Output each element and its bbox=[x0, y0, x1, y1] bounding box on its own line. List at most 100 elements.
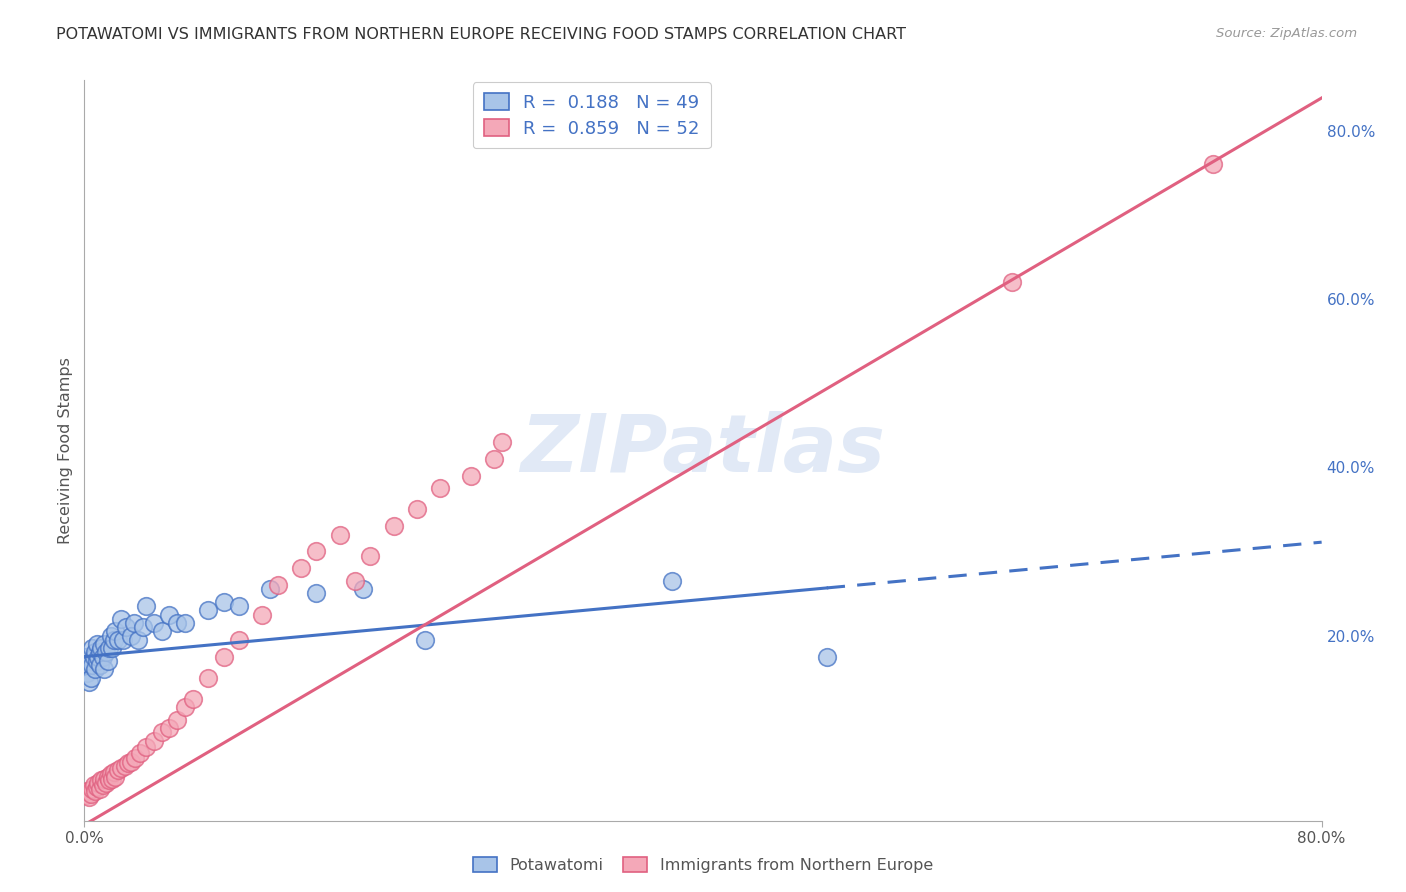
Point bbox=[122, 615, 145, 630]
Point bbox=[343, 574, 366, 588]
Point bbox=[98, 773, 121, 788]
Point bbox=[75, 789, 97, 803]
Point bbox=[104, 624, 127, 639]
Point bbox=[86, 780, 108, 794]
Point bbox=[115, 620, 138, 634]
Point bbox=[98, 641, 121, 656]
Point bbox=[112, 632, 135, 647]
Point bbox=[129, 747, 152, 761]
Point bbox=[76, 784, 98, 798]
Point bbox=[290, 561, 312, 575]
Point bbox=[101, 772, 124, 786]
Point bbox=[360, 549, 382, 563]
Point bbox=[96, 654, 118, 668]
Point bbox=[174, 615, 197, 630]
Point bbox=[1001, 275, 1024, 289]
Point bbox=[86, 654, 108, 668]
Point bbox=[107, 632, 129, 647]
Point bbox=[100, 628, 122, 642]
Point bbox=[143, 615, 166, 630]
Point bbox=[83, 778, 105, 792]
Point bbox=[305, 544, 328, 558]
Point bbox=[107, 763, 129, 777]
Text: ZIPatlas: ZIPatlas bbox=[520, 411, 886, 490]
Point bbox=[86, 637, 108, 651]
Point bbox=[259, 582, 281, 597]
Point bbox=[305, 586, 328, 600]
Point bbox=[429, 481, 451, 495]
Point bbox=[103, 764, 125, 779]
Point bbox=[228, 599, 250, 613]
Point bbox=[181, 691, 204, 706]
Point bbox=[110, 612, 132, 626]
Point bbox=[150, 725, 173, 739]
Point bbox=[117, 756, 139, 771]
Point bbox=[267, 578, 290, 592]
Point bbox=[135, 739, 157, 754]
Point bbox=[77, 674, 100, 689]
Point bbox=[1202, 157, 1225, 171]
Point bbox=[150, 624, 173, 639]
Point bbox=[110, 762, 132, 776]
Point bbox=[250, 607, 273, 622]
Point bbox=[82, 658, 104, 673]
Point bbox=[93, 772, 115, 786]
Point bbox=[101, 641, 124, 656]
Point bbox=[84, 784, 107, 798]
Point bbox=[91, 649, 114, 664]
Point bbox=[79, 787, 101, 801]
Point bbox=[166, 615, 188, 630]
Point bbox=[197, 671, 219, 685]
Point bbox=[174, 700, 197, 714]
Point bbox=[79, 671, 101, 685]
Legend: Potawatomi, Immigrants from Northern Europe: Potawatomi, Immigrants from Northern Eur… bbox=[467, 851, 939, 880]
Point bbox=[77, 790, 100, 805]
Point bbox=[84, 645, 107, 659]
Point bbox=[100, 767, 122, 781]
Point bbox=[91, 778, 114, 792]
Point bbox=[405, 502, 427, 516]
Point bbox=[815, 649, 838, 664]
Point bbox=[94, 776, 117, 790]
Point bbox=[166, 713, 188, 727]
Point bbox=[212, 595, 235, 609]
Point bbox=[89, 658, 111, 673]
Point bbox=[76, 666, 98, 681]
Point bbox=[228, 632, 250, 647]
Point bbox=[159, 721, 180, 735]
Point bbox=[87, 649, 110, 664]
Point bbox=[484, 451, 506, 466]
Text: Source: ZipAtlas.com: Source: ZipAtlas.com bbox=[1216, 27, 1357, 40]
Point bbox=[328, 527, 352, 541]
Point bbox=[661, 574, 683, 588]
Point bbox=[413, 632, 436, 647]
Point bbox=[352, 582, 374, 597]
Point bbox=[96, 770, 118, 784]
Point bbox=[382, 519, 405, 533]
Point bbox=[83, 649, 105, 664]
Point bbox=[90, 641, 112, 656]
Point bbox=[94, 645, 117, 659]
Point bbox=[491, 435, 513, 450]
Point bbox=[114, 759, 136, 773]
Point bbox=[90, 773, 112, 788]
Point bbox=[127, 632, 149, 647]
Point bbox=[135, 599, 157, 613]
Point bbox=[89, 781, 111, 796]
Point bbox=[103, 632, 125, 647]
Point bbox=[460, 468, 482, 483]
Point bbox=[197, 603, 219, 617]
Point bbox=[120, 755, 142, 769]
Point bbox=[212, 649, 235, 664]
Point bbox=[143, 733, 166, 747]
Point bbox=[104, 770, 127, 784]
Text: POTAWATOMI VS IMMIGRANTS FROM NORTHERN EUROPE RECEIVING FOOD STAMPS CORRELATION : POTAWATOMI VS IMMIGRANTS FROM NORTHERN E… bbox=[56, 27, 907, 42]
Legend: R =  0.188   N = 49, R =  0.859   N = 52: R = 0.188 N = 49, R = 0.859 N = 52 bbox=[472, 82, 710, 148]
Point bbox=[159, 607, 180, 622]
Y-axis label: Receiving Food Stamps: Receiving Food Stamps bbox=[58, 357, 73, 544]
Point bbox=[87, 776, 110, 790]
Point bbox=[132, 620, 155, 634]
Point bbox=[82, 641, 104, 656]
Point bbox=[75, 649, 97, 664]
Point bbox=[93, 662, 115, 676]
